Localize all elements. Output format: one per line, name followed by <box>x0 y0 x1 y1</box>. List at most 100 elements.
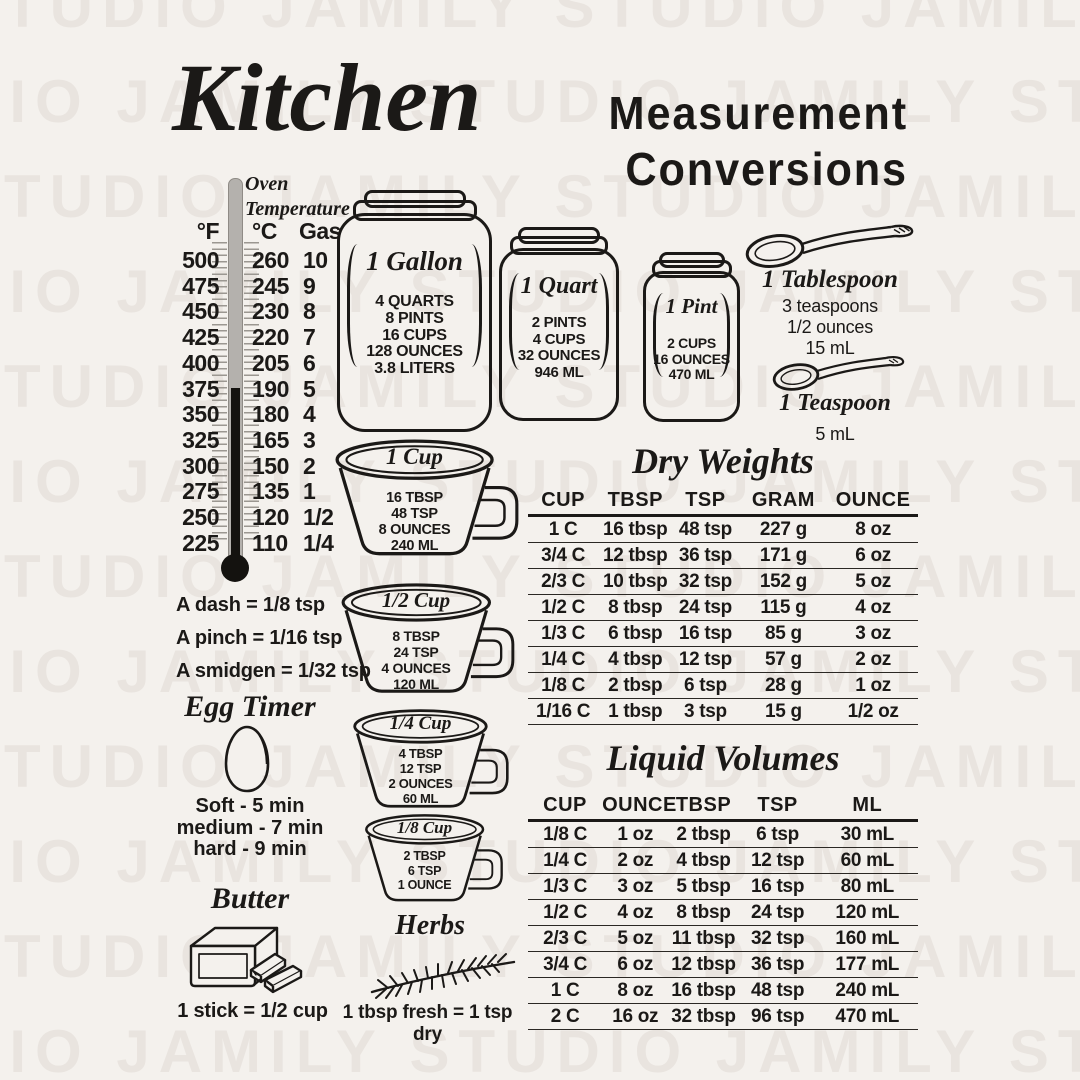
text-line: 8 TBSP <box>392 628 440 644</box>
table-row: 2 C 16 oz 32 tbsp 96 tsp 470 mL <box>528 1004 918 1030</box>
table-cell: 8 tbsp <box>676 901 731 923</box>
column-header: ML <box>852 793 883 816</box>
table-cell: 4 oz <box>855 596 891 618</box>
table-cell: 227 g <box>759 518 807 540</box>
text-line: 1 OUNCE <box>397 878 452 892</box>
table-cell: 16 tsp <box>751 875 805 897</box>
table-cell: 8 oz <box>855 518 891 540</box>
text-line: 16 TBSP <box>386 490 443 506</box>
oven-value: 1/4 <box>303 529 334 556</box>
text-line: 4 QUARTS <box>375 293 454 310</box>
table-row: 1/4 C 4 tbsp 12 tsp 57 g 2 oz <box>528 647 918 673</box>
text-line: A dash = 1/8 tsp <box>176 594 325 616</box>
text-line: 12 TSP <box>399 761 442 776</box>
column-header: GRAM <box>751 488 815 511</box>
table-cell: 6 tbsp <box>608 622 663 644</box>
watermark-text: STUDIO JAMILY STUDIO JAMILY STUDIO JAMIL… <box>0 0 1080 40</box>
oven-value: 150 <box>252 452 289 479</box>
table-cell: 32 tbsp <box>671 1005 736 1027</box>
table-row: 1/16 C 1 tbsp 3 tsp 15 g 1/2 oz <box>528 699 918 725</box>
table-cell: 8 oz <box>617 979 654 1001</box>
text-line: 32 OUNCES <box>517 347 601 364</box>
text-line: 2 PINTS <box>531 314 587 331</box>
oven-temperature-section: Oven Temperature °F °C Gas 500 260 10 475 24… <box>175 170 350 600</box>
jar-seam <box>653 292 674 377</box>
text-line: 1/2 ounces <box>786 316 874 337</box>
text-line: 4 TBSP <box>398 746 443 761</box>
table-cell: 10 tbsp <box>603 570 668 592</box>
oven-temperature-row: 350 180 4 <box>175 401 350 427</box>
table-cell: 28 g <box>765 674 802 696</box>
text-line: 2 OUNCES <box>388 776 453 791</box>
table-row: 1/4 C 2 oz 4 tbsp 12 tsp 60 mL <box>528 848 918 874</box>
teaspoon-label: 1 Teaspoon <box>779 390 891 416</box>
text-line: A smidgen = 1/32 tsp <box>176 660 371 682</box>
table-cell: 32 tsp <box>678 570 732 592</box>
oven-value: 2 <box>303 452 316 479</box>
cup-label: 1/4 Cup <box>389 713 452 734</box>
quart-jar: 1 Quart 2 PINTS 4 CUPS 32 OUNCES 946 ML <box>499 227 619 421</box>
page-subtitle-line1: Measurement <box>608 87 908 139</box>
table-cell: 48 tsp <box>751 979 805 1001</box>
oven-value: 1/2 <box>303 504 334 530</box>
measuring-cup: 1 Cup 16 TBSP 48 TSP 8 OUNCES 240 ML <box>334 438 520 564</box>
jar-band-icon <box>352 200 477 221</box>
table-cell: 1 C <box>548 518 578 540</box>
text-line: 128 OUNCES <box>366 343 463 361</box>
table-cell: 16 tbsp <box>603 518 668 540</box>
measuring-cup-icon <box>335 439 519 556</box>
table-row: 1/3 C 3 oz 5 tbsp 16 tsp 80 mL <box>528 874 918 900</box>
oven-temperature-row: 375 190 5 <box>175 376 350 402</box>
oven-value: 225 <box>182 529 219 556</box>
table-cell: 160 mL <box>835 927 900 949</box>
watermark-text: STUDIO JAMILY STUDIO JAMILY STUDIO JAMIL… <box>0 448 1080 515</box>
oven-temperature-row: 400 205 6 <box>175 350 350 376</box>
tablespoon-icon <box>745 224 914 268</box>
table-cell: 30 mL <box>840 823 895 845</box>
oven-temperature-row: 225 110 1/4 <box>175 530 350 556</box>
table-cell: 2 C <box>550 1005 580 1027</box>
column-header: TBSP <box>607 488 663 511</box>
table-cell: 6 oz <box>617 953 654 975</box>
column-header: OUNCE <box>602 793 677 816</box>
text-line: 470 ML <box>668 366 715 382</box>
egg-icon <box>224 725 270 793</box>
table-cell: 3 oz <box>617 875 654 897</box>
table-cell: 24 tsp <box>678 596 732 618</box>
oven-temperature-row: 475 245 9 <box>175 273 350 299</box>
text-line: 2 TBSP <box>403 849 446 863</box>
table-cell: 1/16 C <box>536 700 591 722</box>
text-line: 946 ML <box>534 363 584 381</box>
watermark-text: STUDIO JAMILY STUDIO JAMILY STUDIO JAMIL… <box>0 68 1080 135</box>
jar-lid-icon <box>518 227 600 244</box>
table-cell: 80 mL <box>840 875 895 897</box>
oven-value: 350 <box>182 401 219 428</box>
thermometer-ticks-right <box>244 242 259 542</box>
pinch-equivalents: A dash = 1/8 tsp A pinch = 1/16 tsp A smid… <box>176 594 371 693</box>
table-row: 1/8 C 1 oz 2 tbsp 6 tsp 30 mL <box>528 822 918 848</box>
table-cell: 115 g <box>760 596 807 618</box>
cup-label: 1/8 Cup <box>396 818 453 837</box>
oven-value: 250 <box>182 504 219 530</box>
oven-value: 400 <box>182 349 219 376</box>
oven-value: 275 <box>182 478 219 505</box>
text-line: medium - 7 min <box>176 816 324 839</box>
jar-seam <box>461 243 482 368</box>
table-row: 1/3 C 6 tbsp 16 tsp 85 g 3 oz <box>528 621 918 647</box>
watermark-text: STUDIO JAMILY STUDIO JAMILY STUDIO JAMIL… <box>0 163 1080 230</box>
text-line: 4 OUNCES <box>381 660 451 676</box>
oven-value: 120 <box>252 504 289 530</box>
text-line: 24 TSP <box>393 644 439 660</box>
butter-stick-icon <box>189 926 303 994</box>
thermometer-mercury <box>231 388 240 565</box>
column-header: CUP <box>541 488 585 511</box>
table-row: 2/3 C 10 tbsp 32 tsp 152 g 5 oz <box>528 569 918 595</box>
cup-conversions: 2 TBSP 6 TSP 1 OUNCE <box>364 849 485 893</box>
table-cell: 36 tsp <box>751 953 805 975</box>
oven-value: 135 <box>252 478 289 505</box>
table-cell: 3/4 C <box>541 544 586 566</box>
oven-temperature-row: 300 150 2 <box>175 453 350 479</box>
text-line: 2 CUPS <box>667 335 716 351</box>
jar-label: 1 Pint <box>665 294 718 318</box>
